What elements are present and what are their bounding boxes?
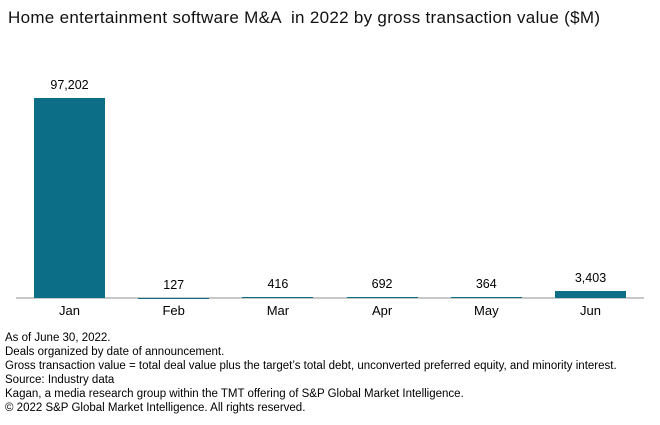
value-label: 364 [475, 277, 497, 292]
x-axis-line [16, 297, 644, 299]
x-tick-label: Apr [371, 303, 393, 318]
x-tick-label: Feb [162, 303, 185, 318]
bar [242, 297, 314, 298]
bar [555, 291, 626, 298]
value-label: 692 [371, 276, 393, 291]
footnotes: As of June 30, 2022. Deals organized by … [5, 331, 657, 415]
footnote-line: Kagan, a media research group within the… [5, 388, 464, 400]
value-label: 127 [163, 277, 185, 292]
bar [346, 296, 418, 298]
chart-title: Home entertainment software M&A in 2022 … [8, 8, 601, 27]
footnote-line: Deals organized by date of announcement. [5, 346, 225, 358]
value-label: 97,202 [50, 78, 89, 92]
x-tick-label: Mar [266, 303, 290, 318]
footnote-line: © 2022 S&P Global Market Intelligence. A… [5, 402, 306, 414]
value-label: 3,403 [574, 271, 607, 285]
footnote-line: Gross transaction value = total deal val… [5, 360, 617, 372]
x-tick-label: May [474, 303, 499, 318]
bar [34, 98, 105, 298]
bar [450, 297, 522, 298]
value-label: 416 [267, 277, 289, 292]
x-tick-label: Jan [59, 303, 80, 318]
footnote-line: Source: Industry data [5, 374, 115, 386]
x-tick-label: Jun [580, 303, 601, 318]
footnote-line: As of June 30, 2022. [5, 332, 111, 344]
